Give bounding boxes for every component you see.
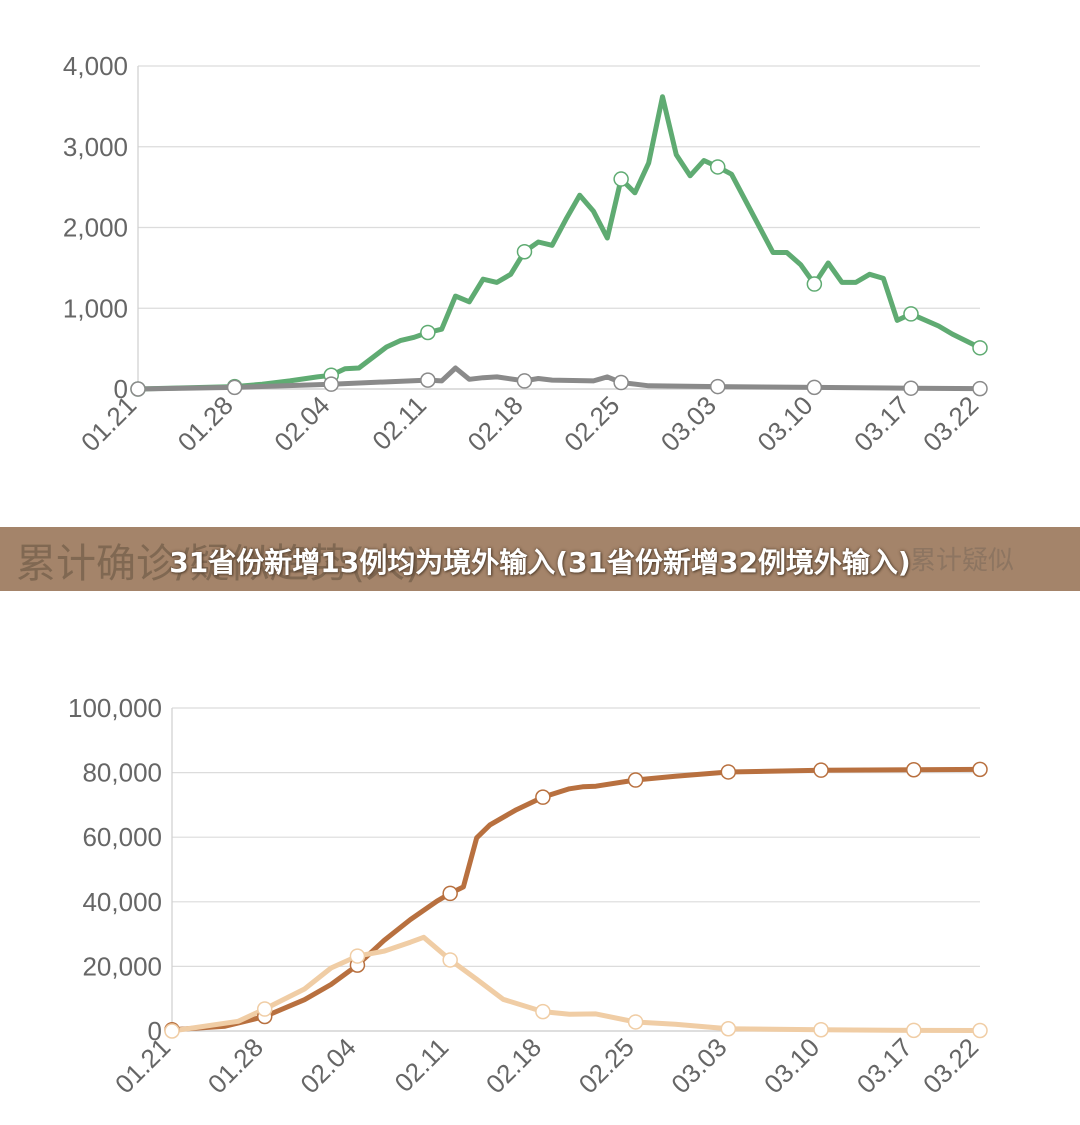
series-2-point — [164, 1023, 180, 1039]
x-tick-label: 01.21 — [109, 1032, 176, 1099]
banner-background-left-text: 累计确诊/疑似趋势(人) — [16, 541, 421, 587]
series-1-point — [972, 340, 988, 356]
series-1-point — [535, 789, 551, 805]
series-2-point — [806, 379, 823, 396]
x-tick-label: 03.03 — [655, 390, 722, 457]
series-2-point — [813, 1021, 829, 1038]
series-2-point — [972, 1022, 988, 1039]
x-tick-label: 01.21 — [75, 390, 142, 457]
x-tick-label: 02.04 — [294, 1032, 361, 1099]
series-2-point — [516, 373, 533, 389]
series-1-point — [906, 762, 922, 778]
x-tick-label: 02.25 — [573, 1032, 640, 1099]
series-1-point — [420, 324, 436, 341]
series-2-point — [256, 1001, 273, 1017]
y-tick-label: 4,000 — [63, 51, 128, 81]
y-tick-label: 1,000 — [63, 293, 128, 323]
series-2-point — [972, 380, 988, 397]
cumulative-cases-chart: 0 20,000 40,000 60,000 80,000 100,000 01.21 01.… — [0, 640, 1080, 1120]
series-2-point — [903, 380, 919, 396]
series-1-point — [613, 171, 629, 187]
y-tick-label: 40,000 — [82, 887, 162, 917]
series-1-point — [720, 764, 737, 780]
y-tick-label: 80,000 — [82, 758, 162, 788]
series-1-line — [135, 94, 983, 392]
x-tick-label: 03.10 — [751, 390, 818, 457]
x-tick-label: 01.28 — [202, 1032, 269, 1099]
x-tick-label: 02.18 — [462, 390, 529, 457]
series-2-point — [613, 374, 629, 391]
x-tick-label: 03.17 — [848, 390, 915, 457]
daily-new-cases-chart-svg: 0 1,000 2,000 3,000 4,000 01.21 01.28 02.04 02.1… — [63, 51, 988, 457]
series-1-point — [806, 276, 823, 292]
y-tick-label: 0 — [114, 374, 128, 404]
series-2-point — [226, 379, 243, 396]
x-tick-label: 03.17 — [851, 1032, 918, 1099]
series-1-point — [442, 885, 458, 902]
y-tick-label: 2,000 — [63, 213, 128, 243]
series-2-line — [169, 934, 983, 1034]
x-tick-label: 02.25 — [558, 390, 625, 457]
series-2-point — [709, 378, 726, 395]
headline-banner: 累计确诊/疑似趋势(人) 累计疑似 31省份新增13例均为境外输入(31省份新增… — [0, 527, 1080, 591]
series-2-line — [135, 365, 983, 392]
y-tick-label: 0 — [148, 1016, 162, 1046]
series-2-point — [627, 1014, 644, 1030]
series-2-point — [420, 372, 436, 388]
x-tick-label: 01.28 — [172, 390, 239, 457]
series-1-point — [627, 772, 644, 788]
banner-background-right-text: 累计疑似 — [909, 546, 1014, 576]
series-1-point — [813, 762, 829, 778]
series-2-point — [442, 952, 458, 968]
cumulative-cases-chart-svg: 0 20,000 40,000 60,000 80,000 100,000 01.21 01.… — [68, 693, 988, 1099]
series-2-point — [349, 948, 366, 964]
series-2-point — [323, 376, 339, 392]
x-tick-label: 02.11 — [389, 1032, 455, 1098]
series-1-line — [169, 766, 983, 1033]
x-tick-label: 03.22 — [917, 390, 984, 457]
x-tick-label: 02.04 — [268, 390, 335, 457]
series-2-point — [906, 1022, 922, 1039]
x-tick-label: 02.11 — [366, 390, 432, 456]
series-1-point — [903, 306, 919, 322]
series-2-point — [130, 381, 146, 397]
y-tick-label: 3,000 — [63, 132, 128, 162]
daily-new-cases-chart: 0 1,000 2,000 3,000 4,000 01.21 01.28 02.04 02.1… — [0, 0, 1080, 520]
x-tick-label: 03.10 — [758, 1032, 825, 1099]
x-tick-label: 03.22 — [917, 1032, 984, 1099]
y-tick-label: 20,000 — [82, 951, 162, 981]
series-2-point — [535, 1003, 551, 1020]
x-tick-label: 03.03 — [665, 1032, 732, 1099]
series-1-point — [972, 761, 988, 778]
headline-title: 31省份新增13例均为境外输入(31省份新增32例境外输入) — [169, 546, 911, 579]
series-1-point — [516, 243, 533, 260]
series-1-point — [709, 159, 726, 175]
y-tick-label: 60,000 — [82, 822, 162, 852]
x-tick-label: 02.18 — [480, 1032, 547, 1099]
y-tick-label: 100,000 — [68, 693, 162, 723]
series-2-point — [720, 1020, 737, 1037]
